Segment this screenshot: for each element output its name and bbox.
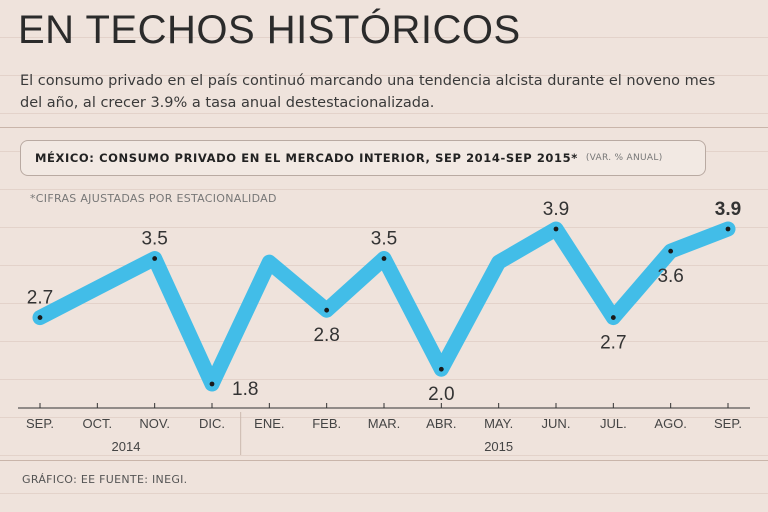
series-line [32,221,736,392]
x-tick-label: OCT. [83,416,113,431]
data-label: 3.9 [543,199,569,220]
data-points [37,226,731,387]
x-tick-labels: SEP. OCT. NOV. DIC. ENE. FEB. MAR. ABR. MAY. JUN.… [26,416,742,431]
data-point [610,315,616,320]
x-tick-label: SEP. [26,416,54,431]
chart-title: MÉXICO: CONSUMO PRIVADO EN EL MERCADO IN… [35,151,578,165]
data-point [668,248,674,254]
data-label: 2.8 [313,325,339,346]
data-labels: 2.7 3.5 1.8 2.8 3.5 2.0 3.9 2.7 3.6 3.9 [27,199,741,405]
data-point [438,366,444,372]
data-label: 3.5 [141,229,167,250]
x-tick-label: AGO. [654,416,687,431]
x-tick-label: JUN. [542,416,571,431]
footer-divider [0,460,768,461]
x-axis-ticks [39,403,729,408]
x-tick-label: MAY. [484,416,513,431]
data-label: 3.6 [657,266,683,287]
year-labels: 2014 2015 [112,439,514,454]
chart-unit: (VAR. % ANUAL) [585,153,663,163]
data-point [37,315,43,320]
data-point [381,256,387,261]
page-subtitle: El consumo privado en el país continuó m… [20,73,716,111]
x-tick-label: FEB. [312,416,341,431]
data-label: 1.8 [232,379,258,400]
data-point [725,226,731,232]
x-tick-label: ABR. [426,416,456,431]
x-tick-label: ENE. [254,416,284,431]
x-tick-label: SEP. [714,416,742,431]
divider [0,127,768,128]
page-title: EN TECHOS HISTÓRICOS [18,8,521,52]
x-tick-label: MAR. [368,416,401,431]
data-label: 2.0 [428,384,454,405]
year-label: 2015 [484,439,513,454]
x-tick-label: NOV. [139,416,170,431]
year-label: 2014 [112,439,141,454]
footer-source: GRÁFICO: EE FUENTE: INEGI. [22,473,188,486]
x-tick-label: JUL. [600,416,627,431]
chart-title-box: MÉXICO: CONSUMO PRIVADO EN EL MERCADO IN… [20,140,706,176]
data-point [209,381,215,387]
x-tick-label: DIC. [199,416,225,431]
data-point [553,226,559,232]
data-point [152,256,158,261]
data-point [324,307,330,313]
chart-note: *CIFRAS AJUSTADAS POR ESTACIONALIDAD [30,192,277,205]
data-label: 3.5 [371,229,397,250]
data-label: 2.7 [27,288,53,309]
data-label: 2.7 [600,333,626,354]
data-label: 3.9 [715,199,741,220]
